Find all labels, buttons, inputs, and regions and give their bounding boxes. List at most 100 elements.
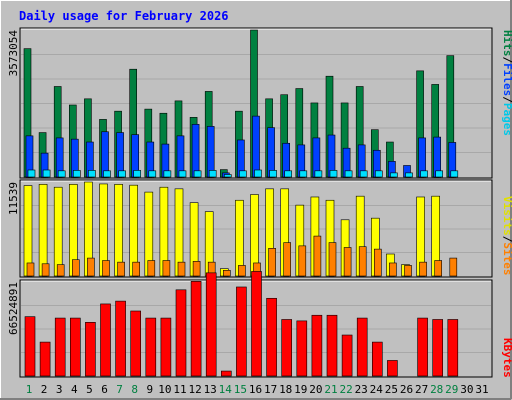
- pages-bar: [269, 170, 277, 178]
- legend-visits: Visits: [501, 196, 512, 236]
- pages-bar: [103, 170, 111, 178]
- kbytes-bar: [160, 317, 172, 377]
- kbytes-bar: [205, 272, 217, 377]
- pages-bar: [133, 170, 141, 178]
- x-tick-label: 15: [234, 383, 247, 396]
- pages-bar: [329, 170, 338, 178]
- x-tick-label: 11: [173, 383, 186, 396]
- kbytes-bar: [432, 319, 444, 377]
- sites-bar: [102, 260, 110, 277]
- x-tick-label: 14: [219, 383, 233, 396]
- legend-separator: /: [501, 57, 512, 64]
- x-tick-label: 10: [158, 383, 171, 396]
- x-tick-label: 23: [355, 383, 368, 396]
- kbytes-bar: [24, 316, 36, 377]
- pages-bar: [254, 169, 262, 178]
- sites-bar: [56, 264, 65, 277]
- sites-bar: [72, 259, 80, 277]
- kbytes-bar: [100, 303, 111, 377]
- pages-bar: [224, 174, 232, 178]
- x-tick-label: 25: [385, 383, 398, 396]
- kbytes-bar: [251, 271, 262, 377]
- x-tick-label: 29: [445, 383, 458, 396]
- sites-bar: [419, 261, 427, 277]
- panel-hits-frame: [19, 27, 493, 179]
- pages-bar: [57, 170, 66, 178]
- kbytes-bar: [190, 281, 202, 377]
- sites-bar: [434, 260, 443, 277]
- files-bar: [252, 115, 260, 178]
- x-tick-label: 2: [41, 383, 48, 396]
- sites-bar: [238, 265, 246, 277]
- pages-bar: [239, 170, 247, 178]
- kbytes-bar: [281, 319, 293, 377]
- legend-pages: Pages: [501, 103, 512, 136]
- visits-bar: [235, 199, 244, 277]
- pages-bar: [178, 170, 187, 178]
- files-bar: [191, 124, 200, 178]
- legend-sites: Sites: [501, 242, 512, 275]
- sites-bar: [132, 261, 140, 277]
- x-tick-label: 7: [116, 383, 123, 396]
- sites-bar: [192, 261, 201, 277]
- pages-bar: [118, 170, 126, 178]
- legend-files: Files: [501, 63, 512, 96]
- kbytes-bar: [447, 319, 459, 377]
- kbytes-bar: [266, 297, 277, 377]
- x-tick-label: 28: [430, 383, 443, 396]
- pages-bar: [420, 170, 428, 178]
- visits-bar: [23, 185, 33, 277]
- sites-bar: [298, 245, 307, 277]
- sites-bar: [223, 269, 231, 277]
- kbytes-bar: [326, 314, 338, 377]
- x-tick-label: 8: [131, 383, 138, 396]
- kbytes-bar: [417, 317, 428, 377]
- pages-bar: [359, 170, 368, 178]
- pages-bar: [73, 170, 81, 178]
- sites-bar: [87, 257, 95, 277]
- x-tick-label: 16: [249, 383, 262, 396]
- x-tick-label: 5: [86, 383, 93, 396]
- sites-bar: [389, 262, 397, 277]
- sites-bar: [41, 263, 50, 277]
- hits-ymax-label: 3573054: [7, 30, 20, 77]
- x-tick-label: 31: [475, 383, 488, 396]
- x-tick-label: 9: [146, 383, 153, 396]
- legend-kbytes: KBytes: [501, 338, 512, 378]
- kbytes-bar: [296, 320, 308, 377]
- sites-bar: [449, 257, 458, 277]
- x-tick-label: 22: [339, 383, 352, 396]
- sites-bar: [26, 262, 35, 277]
- visits-bar: [53, 186, 63, 277]
- x-tick-label: 27: [415, 383, 428, 396]
- sites-bar: [117, 261, 125, 277]
- kbytes-bar: [130, 310, 141, 377]
- x-tick-label: 20: [309, 383, 322, 396]
- kbytes-bar: [54, 317, 66, 377]
- files-bar: [267, 127, 275, 178]
- x-tick-label: 17: [264, 383, 277, 396]
- x-tick-label: 4: [71, 383, 78, 396]
- chart-title: Daily usage for February 2026: [19, 9, 229, 23]
- x-tick-label: 30: [460, 383, 473, 396]
- pages-bar: [374, 170, 383, 178]
- pages-bar: [88, 170, 96, 178]
- sites-bar: [373, 248, 382, 277]
- files-bar: [116, 132, 124, 178]
- pages-bar: [208, 170, 217, 178]
- hits-panel-legend: Hits/Files/Pages: [501, 30, 512, 136]
- sites-bar: [328, 242, 337, 277]
- x-tick-label: 3: [56, 383, 63, 396]
- pages-bar: [27, 169, 36, 178]
- legend-hits: Hits: [501, 30, 512, 57]
- x-axis-day-labels: 1 2 3 4 5 6 7 8 9 10 11 12 13 14 15 16 17 18 19 20 21 22 23 24 2…: [26, 383, 489, 396]
- kbytes-bar: [341, 334, 353, 377]
- x-tick-label: 6: [101, 383, 108, 396]
- kbytes-bar: [70, 317, 81, 377]
- x-tick-label: 24: [370, 383, 384, 396]
- kbytes-bar: [311, 314, 323, 377]
- kbytes-bar: [221, 370, 232, 377]
- kbytes-bar: [39, 341, 51, 377]
- sites-bar: [313, 235, 322, 277]
